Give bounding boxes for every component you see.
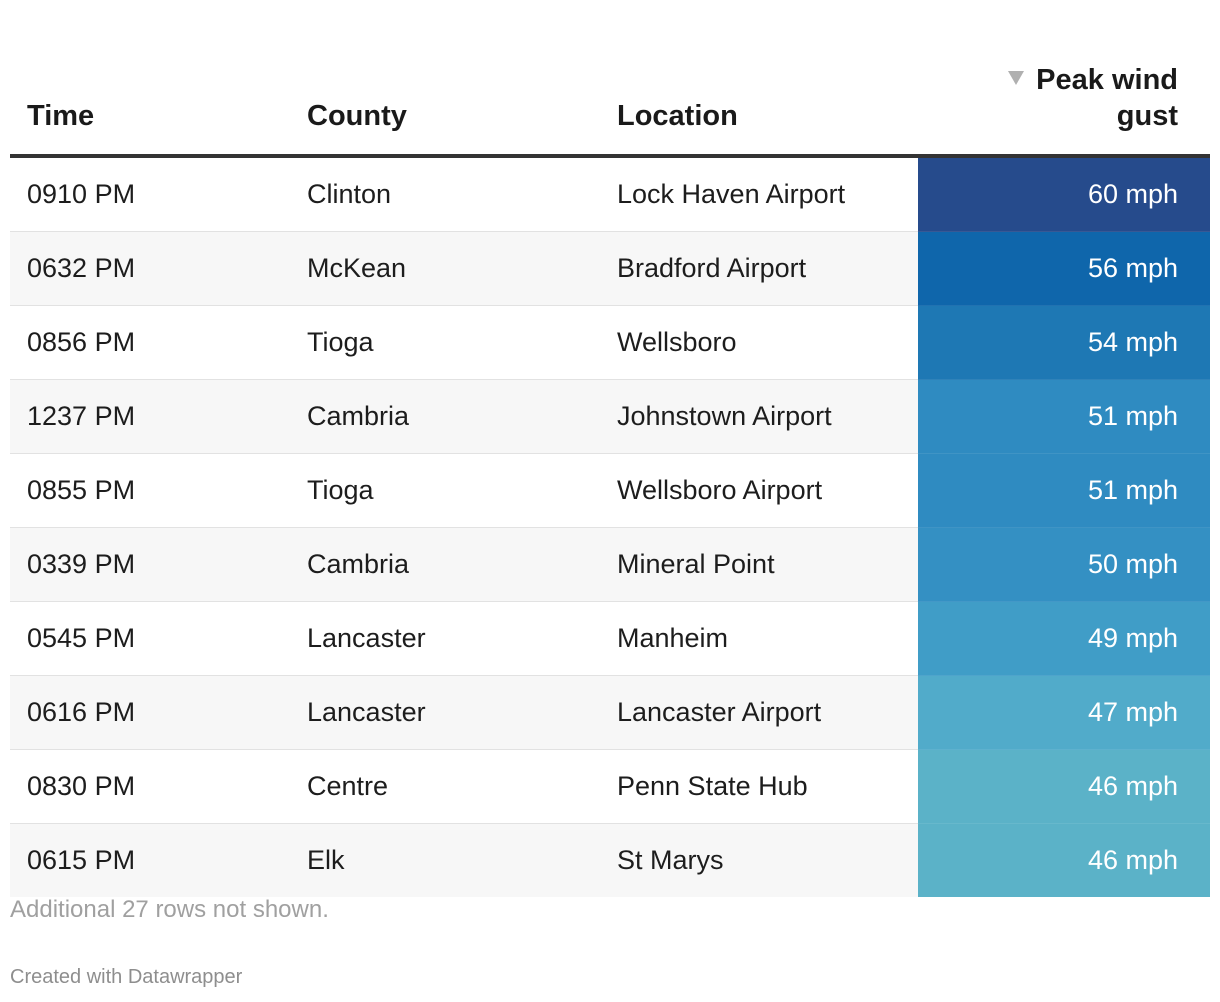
cell-peak-wind-gust: 49 mph [918, 601, 1210, 676]
cell-peak-wind-gust: 50 mph [918, 527, 1210, 602]
cell-time: 0855 PM [10, 453, 290, 528]
cell-location: Johnstown Airport [600, 379, 918, 454]
cell-location: St Marys [600, 823, 918, 897]
table-row: 0910 PM Clinton Lock Haven Airport 60 mp… [10, 156, 1210, 232]
cell-time: 0616 PM [10, 675, 290, 750]
table-row: 0616 PM Lancaster Lancaster Airport 47 m… [10, 675, 1210, 750]
cell-time: 0615 PM [10, 823, 290, 897]
table-row: 1237 PM Cambria Johnstown Airport 51 mph [10, 379, 1210, 454]
cell-county: Centre [290, 749, 600, 824]
cell-peak-wind-gust: 46 mph [918, 749, 1210, 824]
cell-peak-wind-gust: 54 mph [918, 305, 1210, 380]
column-header-location[interactable]: Location [600, 38, 918, 158]
cell-time: 1237 PM [10, 379, 290, 454]
cell-time: 0632 PM [10, 231, 290, 306]
table-body: 0910 PM Clinton Lock Haven Airport 60 mp… [10, 156, 1210, 897]
cell-location: Manheim [600, 601, 918, 676]
cell-location: Wellsboro [600, 305, 918, 380]
header-row: Time County Location Peak wind gust [10, 38, 1210, 158]
column-header-time[interactable]: Time [10, 38, 290, 158]
cell-location: Mineral Point [600, 527, 918, 602]
cell-time: 0830 PM [10, 749, 290, 824]
column-header-county[interactable]: County [290, 38, 600, 158]
cell-peak-wind-gust: 51 mph [918, 453, 1210, 528]
datawrapper-credit-link[interactable]: Created with Datawrapper [10, 966, 243, 988]
table-notes: Additional 27 rows not shown. [10, 896, 329, 923]
cell-location: Lock Haven Airport [600, 156, 918, 232]
cell-county: Lancaster [290, 601, 600, 676]
table-row: 0545 PM Lancaster Manheim 49 mph [10, 601, 1210, 676]
column-header-peak-wind-gust[interactable]: Peak wind gust [918, 38, 1210, 158]
table-row: 0632 PM McKean Bradford Airport 56 mph [10, 231, 1210, 306]
cell-peak-wind-gust: 56 mph [918, 231, 1210, 306]
cell-county: McKean [290, 231, 600, 306]
table-row: 0830 PM Centre Penn State Hub 46 mph [10, 749, 1210, 824]
cell-time: 0545 PM [10, 601, 290, 676]
cell-location: Bradford Airport [600, 231, 918, 306]
cell-peak-wind-gust: 46 mph [918, 823, 1210, 897]
cell-county: Elk [290, 823, 600, 897]
cell-location: Wellsboro Airport [600, 453, 918, 528]
table-row: 0856 PM Tioga Wellsboro 54 mph [10, 305, 1210, 380]
column-header-peak-wind-gust-label: Peak wind gust [1036, 64, 1178, 132]
cell-county: Lancaster [290, 675, 600, 750]
cell-county: Cambria [290, 527, 600, 602]
cell-time: 0856 PM [10, 305, 290, 380]
cell-county: Clinton [290, 156, 600, 232]
cell-peak-wind-gust: 47 mph [918, 675, 1210, 750]
wind-gust-table-container: Time County Location Peak wind gust 0910… [10, 38, 1210, 897]
cell-location: Penn State Hub [600, 749, 918, 824]
cell-location: Lancaster Airport [600, 675, 918, 750]
sort-descending-icon [1008, 71, 1025, 85]
cell-time: 0339 PM [10, 527, 290, 602]
table-row: 0339 PM Cambria Mineral Point 50 mph [10, 527, 1210, 602]
cell-peak-wind-gust: 60 mph [918, 156, 1210, 232]
cell-time: 0910 PM [10, 156, 290, 232]
wind-gust-table: Time County Location Peak wind gust 0910… [10, 38, 1210, 897]
table-row: 0615 PM Elk St Marys 46 mph [10, 823, 1210, 897]
cell-peak-wind-gust: 51 mph [918, 379, 1210, 454]
cell-county: Tioga [290, 453, 600, 528]
cell-county: Cambria [290, 379, 600, 454]
table-row: 0855 PM Tioga Wellsboro Airport 51 mph [10, 453, 1210, 528]
cell-county: Tioga [290, 305, 600, 380]
